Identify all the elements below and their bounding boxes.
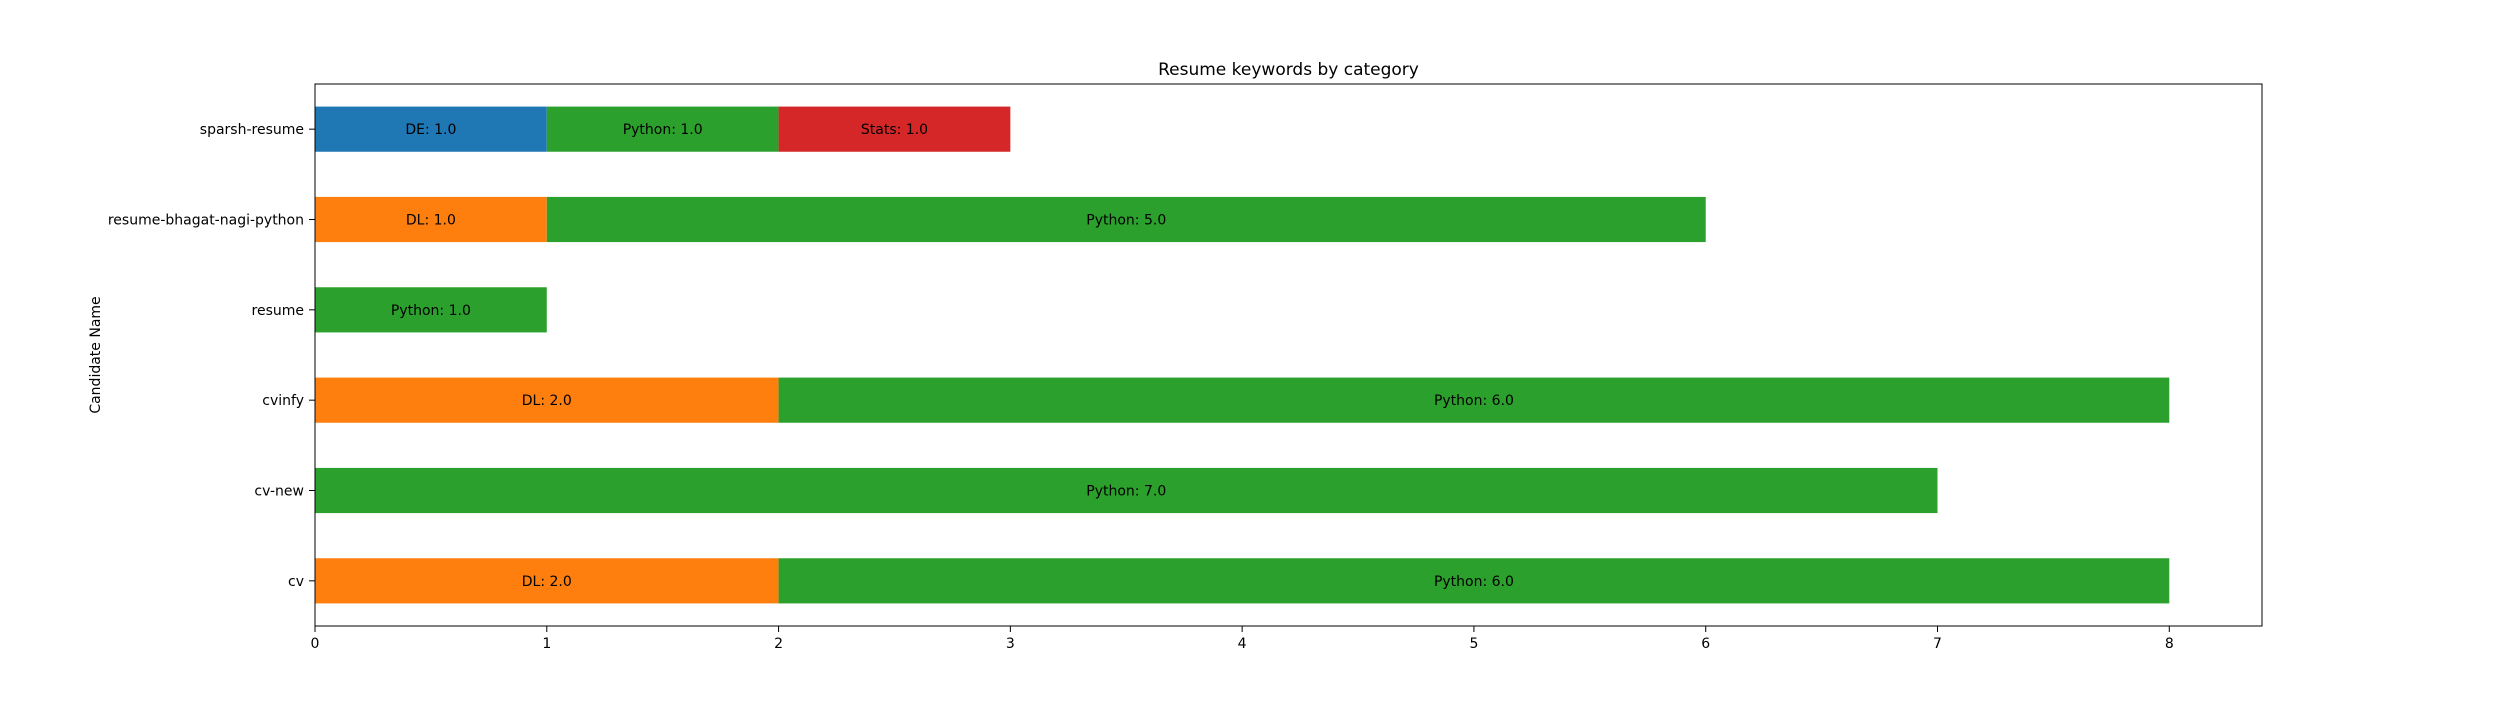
y-tick-label: cv [288,574,304,590]
bar-segment-python-cvinfy [778,377,2170,423]
x-tick-label: 2 [774,636,783,652]
bar-segment-python-cv [778,558,2170,604]
bar-data-label: Python: 1.0 [623,122,703,138]
bar-data-label: DL: 2.0 [522,574,572,590]
bar-segment-de-sparsh-resume [315,106,547,152]
bar-segment-python-sparsh-resume [546,106,779,152]
y-axis-ticks: sparsh-resume resume-bhagat-nagi-python re… [108,122,315,590]
bar-data-label: Python: 6.0 [1434,393,1514,409]
x-tick-label: 5 [1469,636,1478,652]
bar-data-label: Python: 1.0 [391,303,471,319]
bar-data-label: DL: 1.0 [406,213,456,229]
bar-segment-dl-cvinfy [315,377,779,423]
bar-data-label: DL: 2.0 [522,393,572,409]
bars-layer [315,106,2170,604]
x-tick-label: 0 [311,636,320,652]
bar-data-label: Python: 6.0 [1434,574,1514,590]
plot-frame [314,83,2263,627]
y-tick-label: resume-bhagat-nagi-python [108,213,304,229]
y-tick-label: resume [252,303,304,319]
bar-segment-python-resume [315,287,547,333]
bar-data-label: DE: 1.0 [405,122,456,138]
y-tick-label: sparsh-resume [200,122,304,138]
bar-segment-stats-sparsh-resume [778,106,1011,152]
bar-segment-python-cv-new [315,467,1938,514]
bar-data-label: Python: 5.0 [1086,213,1166,229]
bar-segment-dl-resume-bhagat-nagi-python [315,196,547,243]
chart-title: Resume keywords by category [1158,60,1419,80]
bar-data-label: Python: 7.0 [1086,484,1166,500]
x-tick-label: 1 [542,636,551,652]
x-tick-label: 7 [1933,636,1942,652]
bar-segment-python-resume-bhagat-nagi-python [546,196,1706,243]
bar-labels-layer: DE: 1.0 Python: 1.0 Stats: 1.0 DL: 1.0 Pytho… [391,122,1514,590]
bar-data-label: Stats: 1.0 [861,122,928,138]
x-tick-label: 3 [1006,636,1015,652]
x-axis-ticks: 0 1 2 3 4 5 6 7 8 [311,626,2174,652]
bar-segment-dl-cv [315,558,779,604]
x-tick-label: 4 [1238,636,1247,652]
y-tick-label: cv-new [254,484,304,500]
y-tick-label: cvinfy [262,393,304,409]
y-axis-title: Candidate Name [88,296,104,413]
x-tick-label: 8 [2165,636,2174,652]
x-tick-label: 6 [1701,636,1710,652]
